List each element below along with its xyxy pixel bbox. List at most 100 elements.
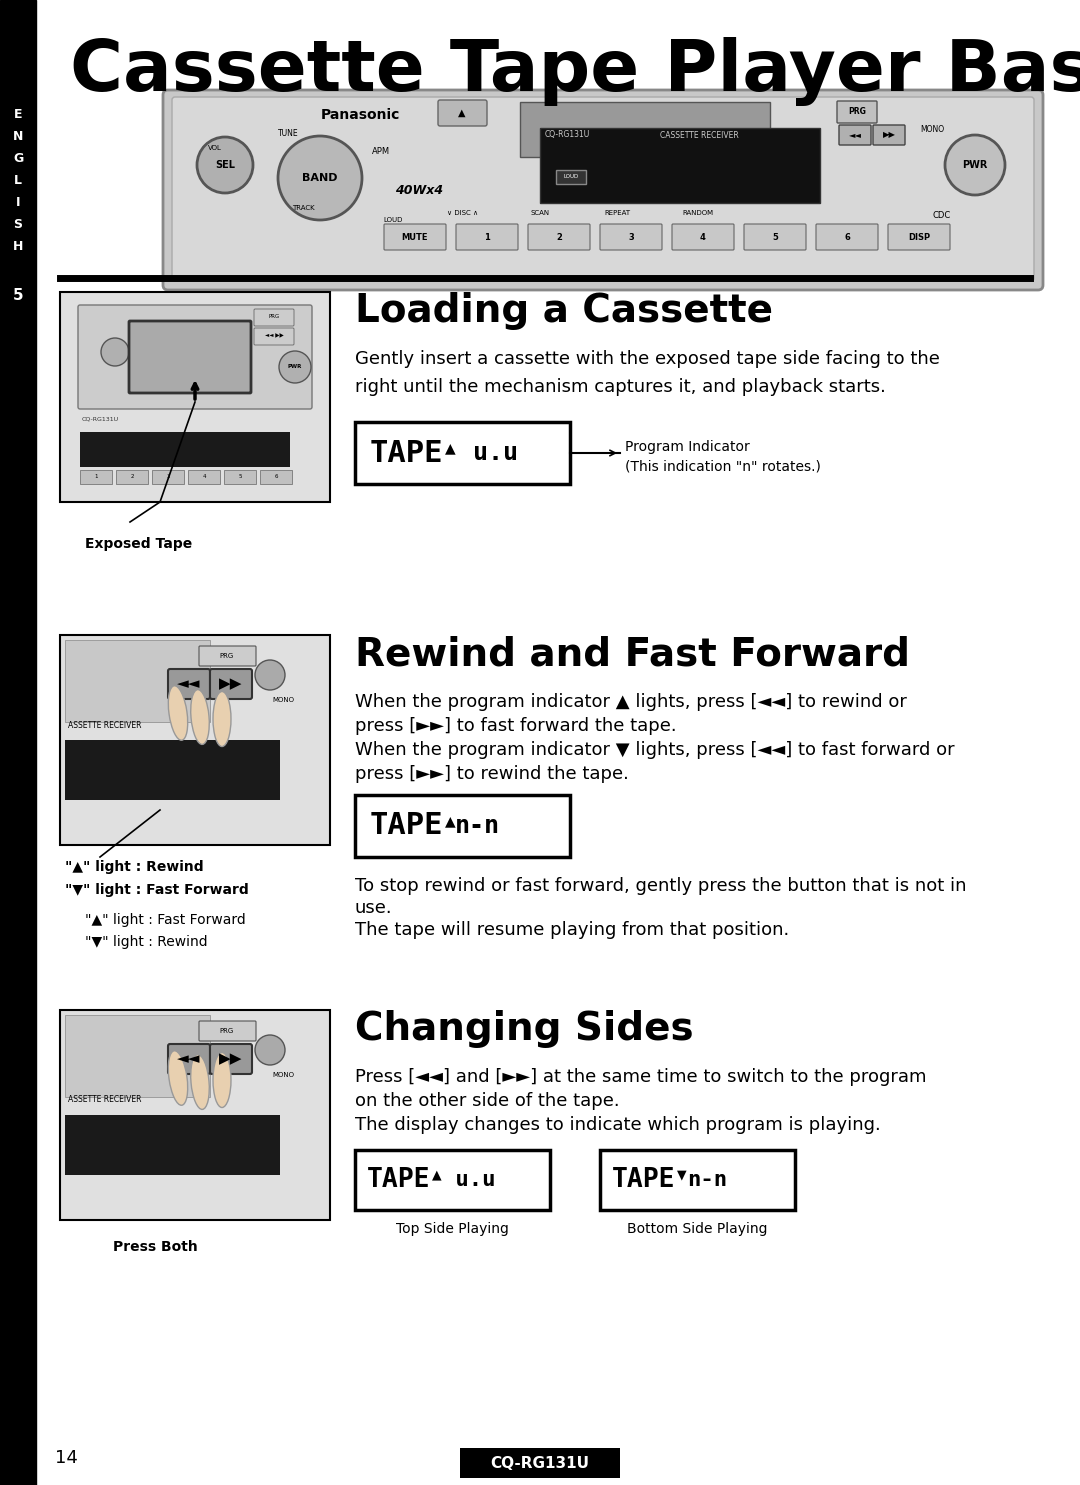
FancyBboxPatch shape xyxy=(78,304,312,408)
Bar xyxy=(60,636,330,845)
Bar xyxy=(355,422,570,484)
Text: PRG: PRG xyxy=(268,315,280,319)
Text: 14: 14 xyxy=(55,1449,78,1467)
Text: RANDOM: RANDOM xyxy=(683,209,714,215)
Text: n-n: n-n xyxy=(687,1170,727,1189)
FancyBboxPatch shape xyxy=(600,224,662,249)
Text: LOUD: LOUD xyxy=(564,175,579,180)
Bar xyxy=(0,0,36,1485)
Text: u.u: u.u xyxy=(458,441,518,465)
Ellipse shape xyxy=(191,1054,210,1109)
FancyBboxPatch shape xyxy=(456,224,518,249)
Text: n-n: n-n xyxy=(455,814,500,838)
Text: press [►►] to fast forward the tape.: press [►►] to fast forward the tape. xyxy=(355,717,677,735)
Ellipse shape xyxy=(191,689,210,744)
Text: ▲: ▲ xyxy=(432,1169,442,1182)
FancyBboxPatch shape xyxy=(199,1022,256,1041)
Bar xyxy=(60,1010,330,1221)
Text: TAPE: TAPE xyxy=(370,438,444,468)
Text: ◄◄: ◄◄ xyxy=(177,677,201,692)
Text: E: E xyxy=(14,108,23,122)
Bar xyxy=(540,128,820,203)
Text: ▶▶: ▶▶ xyxy=(219,1051,243,1066)
Text: Loading a Cassette: Loading a Cassette xyxy=(355,293,773,330)
Text: PRG: PRG xyxy=(220,653,234,659)
Text: CDC: CDC xyxy=(933,211,951,220)
FancyBboxPatch shape xyxy=(384,224,446,249)
Bar xyxy=(80,432,291,466)
Text: SCAN: SCAN xyxy=(530,209,550,215)
Ellipse shape xyxy=(168,1051,188,1105)
Bar xyxy=(65,740,280,800)
Text: REPEAT: REPEAT xyxy=(604,209,630,215)
Text: CQ-RG131U: CQ-RG131U xyxy=(490,1455,590,1470)
Text: u.u: u.u xyxy=(442,1170,496,1189)
Bar xyxy=(519,102,770,157)
Bar xyxy=(260,469,292,484)
FancyBboxPatch shape xyxy=(672,224,734,249)
FancyBboxPatch shape xyxy=(888,224,950,249)
Text: PRG: PRG xyxy=(848,107,866,116)
Text: Gently insert a cassette with the exposed tape side facing to the
right until th: Gently insert a cassette with the expose… xyxy=(355,350,940,396)
Text: 4: 4 xyxy=(202,475,206,480)
FancyBboxPatch shape xyxy=(210,1044,252,1074)
Text: VOL: VOL xyxy=(208,146,221,151)
Circle shape xyxy=(255,1035,285,1065)
Text: ▲: ▲ xyxy=(445,441,456,454)
Text: ASSETTE RECEIVER: ASSETTE RECEIVER xyxy=(68,1096,141,1105)
FancyBboxPatch shape xyxy=(168,670,210,699)
Text: 1: 1 xyxy=(94,475,98,480)
Text: Cassette Tape Player Basics: Cassette Tape Player Basics xyxy=(70,37,1080,107)
Text: TRACK: TRACK xyxy=(292,205,314,211)
FancyBboxPatch shape xyxy=(438,99,487,126)
Bar xyxy=(600,1149,795,1210)
Text: L: L xyxy=(14,175,22,187)
Text: "▲" light : Fast Forward: "▲" light : Fast Forward xyxy=(85,913,246,927)
Circle shape xyxy=(255,659,285,691)
Text: ◄◄: ◄◄ xyxy=(177,1051,201,1066)
FancyBboxPatch shape xyxy=(744,224,806,249)
Circle shape xyxy=(102,339,129,365)
Text: ◄◄: ◄◄ xyxy=(849,131,862,140)
Text: Top Side Playing: Top Side Playing xyxy=(395,1222,509,1236)
Text: "▼" light : Fast Forward: "▼" light : Fast Forward xyxy=(65,884,248,897)
Text: ∨ DISC ∧: ∨ DISC ∧ xyxy=(447,209,478,215)
Text: 1: 1 xyxy=(484,233,490,242)
Bar xyxy=(65,640,210,722)
Text: Rewind and Fast Forward: Rewind and Fast Forward xyxy=(355,636,910,673)
Text: 6: 6 xyxy=(845,233,850,242)
Text: 2: 2 xyxy=(131,475,134,480)
Text: on the other side of the tape.: on the other side of the tape. xyxy=(355,1091,620,1109)
Text: TUNE: TUNE xyxy=(278,129,299,138)
Text: CQ-RG131U: CQ-RG131U xyxy=(82,416,119,422)
Text: DISP: DISP xyxy=(908,233,930,242)
FancyBboxPatch shape xyxy=(816,224,878,249)
FancyBboxPatch shape xyxy=(254,309,294,327)
Bar xyxy=(556,169,586,184)
Text: 5: 5 xyxy=(13,288,24,303)
FancyBboxPatch shape xyxy=(129,321,251,394)
Text: MONO: MONO xyxy=(272,1072,294,1078)
Bar xyxy=(116,469,148,484)
FancyBboxPatch shape xyxy=(172,97,1034,281)
Text: Bottom Side Playing: Bottom Side Playing xyxy=(626,1222,767,1236)
Bar xyxy=(355,1149,550,1210)
Text: When the program indicator ▼ lights, press [◄◄] to fast forward or: When the program indicator ▼ lights, pre… xyxy=(355,741,955,759)
Text: CASSETTE RECEIVER: CASSETTE RECEIVER xyxy=(660,131,739,140)
Text: PRG: PRG xyxy=(220,1028,234,1034)
Text: Changing Sides: Changing Sides xyxy=(355,1010,693,1048)
Text: When the program indicator ▲ lights, press [◄◄] to rewind or: When the program indicator ▲ lights, pre… xyxy=(355,693,907,711)
Text: S: S xyxy=(13,218,23,232)
FancyBboxPatch shape xyxy=(873,125,905,146)
Text: 6: 6 xyxy=(274,475,278,480)
Text: use.: use. xyxy=(355,898,393,918)
FancyBboxPatch shape xyxy=(839,125,870,146)
Text: N: N xyxy=(13,131,23,144)
Text: The display changes to indicate which program is playing.: The display changes to indicate which pr… xyxy=(355,1117,881,1135)
Text: 5: 5 xyxy=(772,233,778,242)
Text: MONO: MONO xyxy=(920,126,944,135)
Text: ▲: ▲ xyxy=(458,108,465,117)
Text: Exposed Tape: Exposed Tape xyxy=(85,538,192,551)
Text: 2: 2 xyxy=(556,233,562,242)
Text: 4: 4 xyxy=(700,233,706,242)
